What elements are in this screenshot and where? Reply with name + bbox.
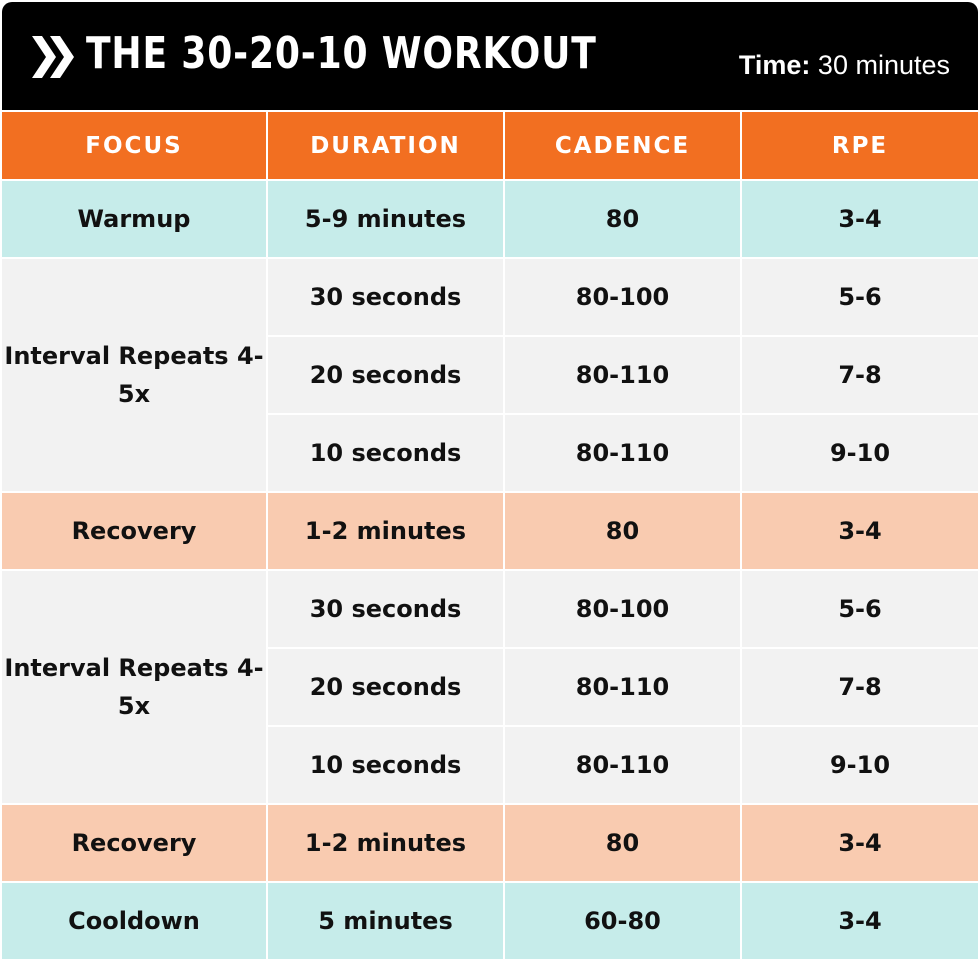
- duration-cell: 30 seconds: [268, 571, 503, 647]
- focus-cell-interval-repeats: Interval Repeats 4-5x: [2, 571, 266, 803]
- duration-cell: 20 seconds: [268, 337, 503, 413]
- column-header-duration: DURATION: [268, 112, 503, 179]
- column-header-cadence: CADENCE: [505, 112, 740, 179]
- duration-cell: 20 seconds: [268, 649, 503, 725]
- focus-cell-cooldown: Cooldown: [2, 883, 266, 959]
- cadence-cell: 80-100: [505, 571, 740, 647]
- rpe-cell: 7-8: [742, 649, 978, 725]
- duration-cell: 5-9 minutes: [268, 181, 503, 257]
- rpe-cell: 7-8: [742, 337, 978, 413]
- cadence-cell: 80: [505, 493, 740, 569]
- rpe-cell: 5-6: [742, 571, 978, 647]
- duration-cell: 10 seconds: [268, 415, 503, 491]
- focus-cell-interval-repeats: Interval Repeats 4-5x: [2, 259, 266, 491]
- cadence-cell: 80-100: [505, 259, 740, 335]
- time-info: Time: 30 minutes: [739, 50, 950, 81]
- column-header-rpe: RPE: [742, 112, 978, 179]
- time-value: 30 minutes: [817, 50, 950, 80]
- cadence-cell: 80: [505, 181, 740, 257]
- cadence-cell: 80-110: [505, 727, 740, 803]
- rpe-cell: 9-10: [742, 727, 978, 803]
- double-chevron-right-icon: [32, 36, 74, 78]
- focus-cell-recovery: Recovery: [2, 805, 266, 881]
- rpe-cell: 9-10: [742, 415, 978, 491]
- column-header-focus: FOCUS: [2, 112, 266, 179]
- rpe-cell: 3-4: [742, 181, 978, 257]
- cadence-cell: 80: [505, 805, 740, 881]
- cadence-cell: 80-110: [505, 337, 740, 413]
- rpe-cell: 3-4: [742, 493, 978, 569]
- cadence-cell: 80-110: [505, 415, 740, 491]
- focus-cell-warmup: Warmup: [2, 181, 266, 257]
- workout-table: FOCUS DURATION CADENCE RPE Warmup 5-9 mi…: [2, 112, 978, 959]
- cadence-cell: 60-80: [505, 883, 740, 959]
- duration-cell: 1-2 minutes: [268, 805, 503, 881]
- rpe-cell: 5-6: [742, 259, 978, 335]
- duration-cell: 30 seconds: [268, 259, 503, 335]
- focus-cell-recovery: Recovery: [2, 493, 266, 569]
- title-bar: THE 30-20-10 WORKOUT Time: 30 minutes: [2, 2, 978, 110]
- duration-cell: 5 minutes: [268, 883, 503, 959]
- rpe-cell: 3-4: [742, 805, 978, 881]
- time-label: Time:: [738, 50, 811, 80]
- rpe-cell: 3-4: [742, 883, 978, 959]
- page-title: THE 30-20-10 WORKOUT: [86, 28, 597, 79]
- cadence-cell: 80-110: [505, 649, 740, 725]
- duration-cell: 10 seconds: [268, 727, 503, 803]
- duration-cell: 1-2 minutes: [268, 493, 503, 569]
